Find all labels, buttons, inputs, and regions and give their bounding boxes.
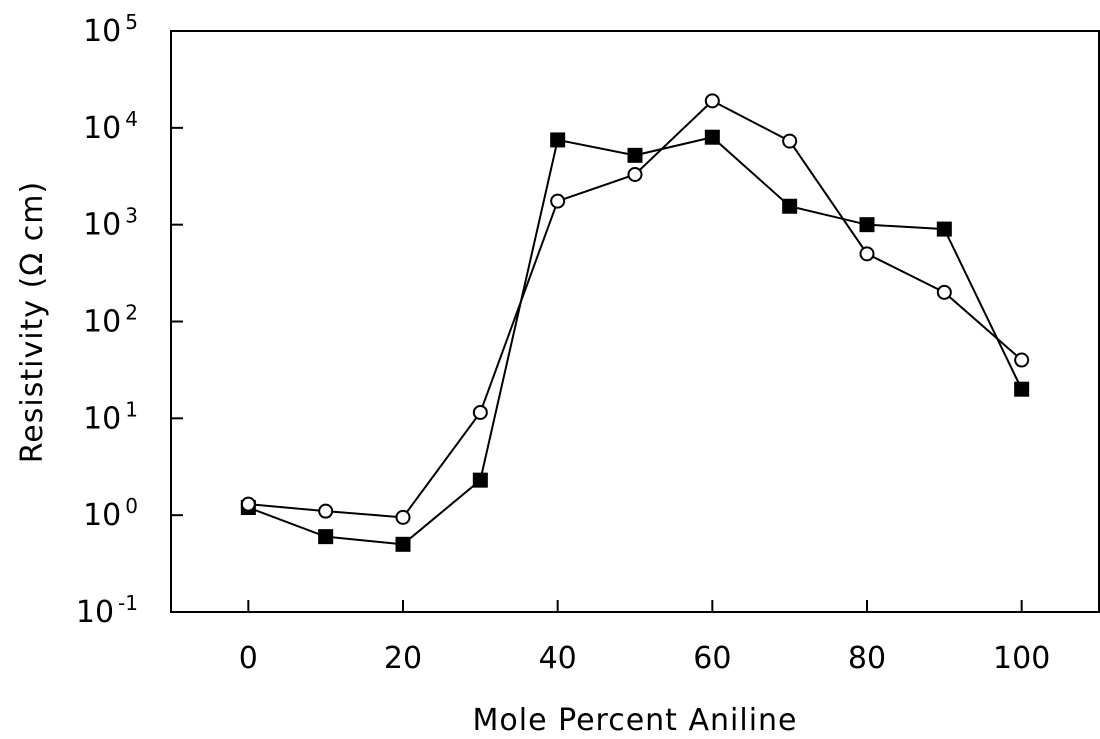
series-1-point — [782, 198, 798, 214]
series-2-point — [318, 503, 334, 519]
series-1-point — [704, 129, 720, 145]
x-tick-label: 0 — [239, 641, 258, 676]
y-tick-label: 10 5 — [83, 10, 138, 49]
x-axis-ticks: 0 20 40 60 80 100 — [239, 600, 1050, 676]
series-1-point — [1014, 381, 1030, 397]
series-2-point — [472, 404, 488, 420]
y-tick-label: 10 -1 — [76, 591, 138, 630]
series-2-point — [704, 93, 720, 109]
series-1-point — [318, 529, 334, 545]
y-tick-label: 10 3 — [83, 204, 138, 243]
series-2-point — [936, 284, 952, 300]
series-2-point — [240, 496, 256, 512]
y-tick-label: 10 4 — [83, 107, 138, 146]
y-axis-title: Resistivity (Ω cm) — [15, 181, 50, 463]
x-axis-title: Mole Percent Aniline — [473, 703, 798, 738]
series-2-point — [1014, 352, 1030, 368]
series-1-point — [936, 221, 952, 237]
series-1-point — [859, 217, 875, 233]
plot-frame — [170, 30, 1100, 613]
series-1-point — [395, 536, 411, 552]
x-tick-label: 20 — [384, 641, 422, 676]
series-2-point — [550, 193, 566, 209]
series-2-point — [782, 133, 798, 149]
series-1-point — [472, 472, 488, 488]
x-tick-label: 40 — [539, 641, 577, 676]
series-1-point — [550, 132, 566, 148]
series-layer — [240, 93, 1030, 552]
series-2-point — [395, 509, 411, 525]
x-tick-label: 100 — [993, 641, 1050, 676]
series-2-point — [859, 246, 875, 262]
y-tick-label: 10 0 — [83, 494, 138, 533]
series-2-line — [248, 99, 1023, 519]
series-1-point — [627, 147, 643, 163]
y-tick-label: 10 2 — [83, 301, 138, 340]
series-2-point — [627, 166, 643, 182]
x-tick-label: 80 — [848, 641, 886, 676]
x-tick-label: 60 — [693, 641, 731, 676]
series-1-line — [247, 136, 1023, 546]
y-tick-label: 10 1 — [83, 397, 138, 436]
